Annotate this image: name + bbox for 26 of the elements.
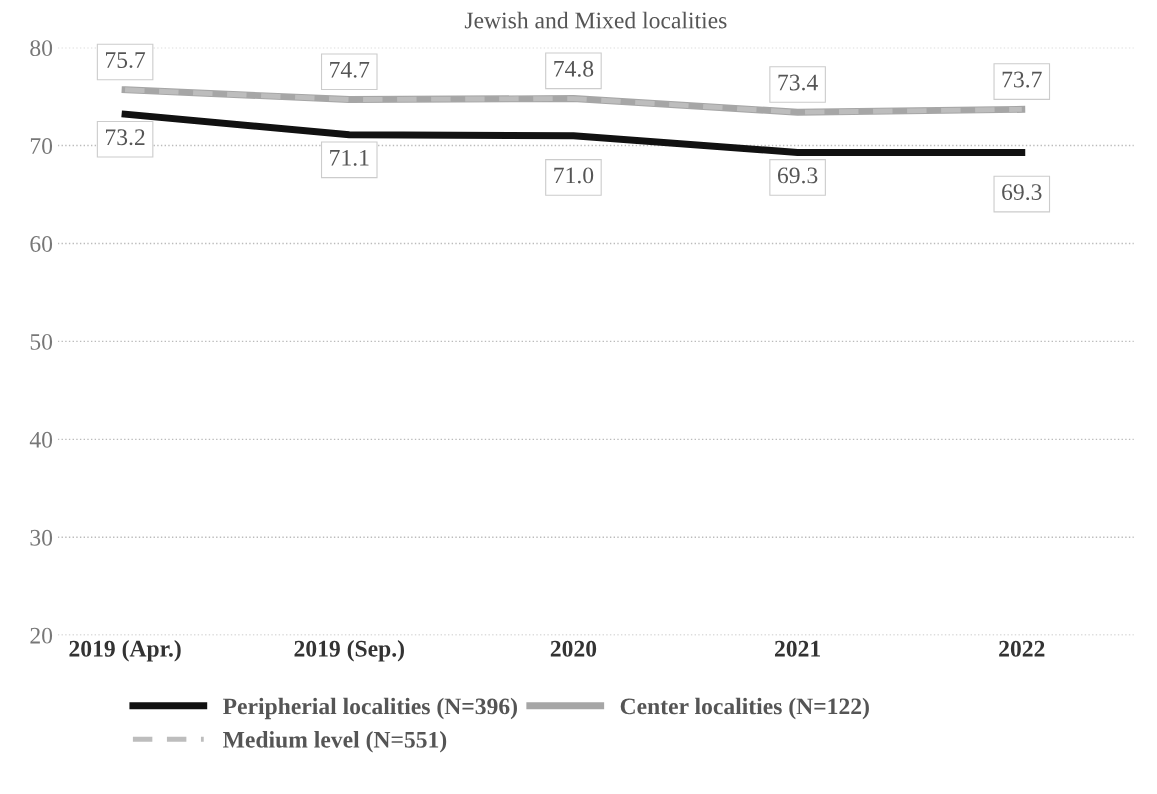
data-label: 74.8	[554, 60, 594, 77]
chart-title: Jewish and Mixed localities	[464, 11, 727, 29]
data-label: 75.7	[106, 52, 146, 68]
y-tick-label: 60	[30, 235, 53, 252]
data-label: 71.0	[554, 167, 594, 184]
x-tick-label: 2020	[550, 640, 597, 657]
y-tick-label: 40	[29, 431, 53, 448]
y-tick-label: 70	[30, 138, 53, 154]
y-tick-label: 30	[30, 529, 53, 546]
x-tick-label: 2021	[774, 640, 820, 657]
legend-label: Center localities (N=122)	[620, 697, 869, 720]
y-tick-label: 20	[30, 627, 53, 644]
data-label: 69.3	[777, 167, 818, 184]
legend-label: Peripherial localities (N=396)	[223, 697, 517, 720]
x-tick-label: 2022	[999, 640, 1045, 657]
x-tick-label: 2019 (Apr.)	[69, 640, 181, 662]
y-tick-label: 50	[30, 333, 53, 350]
y-tick-label: 80	[30, 40, 53, 57]
data-label: 73.4	[778, 74, 818, 91]
data-label: 74.7	[330, 61, 370, 78]
data-label: 73.2	[106, 129, 145, 146]
data-label: 71.1	[330, 149, 369, 166]
x-tick-label: 2019 (Sep.)	[294, 640, 404, 662]
legend-label: Medium level (N=551)	[223, 731, 447, 753]
data-label: 73.7	[1002, 71, 1042, 88]
data-label: 69.3	[1002, 184, 1042, 201]
